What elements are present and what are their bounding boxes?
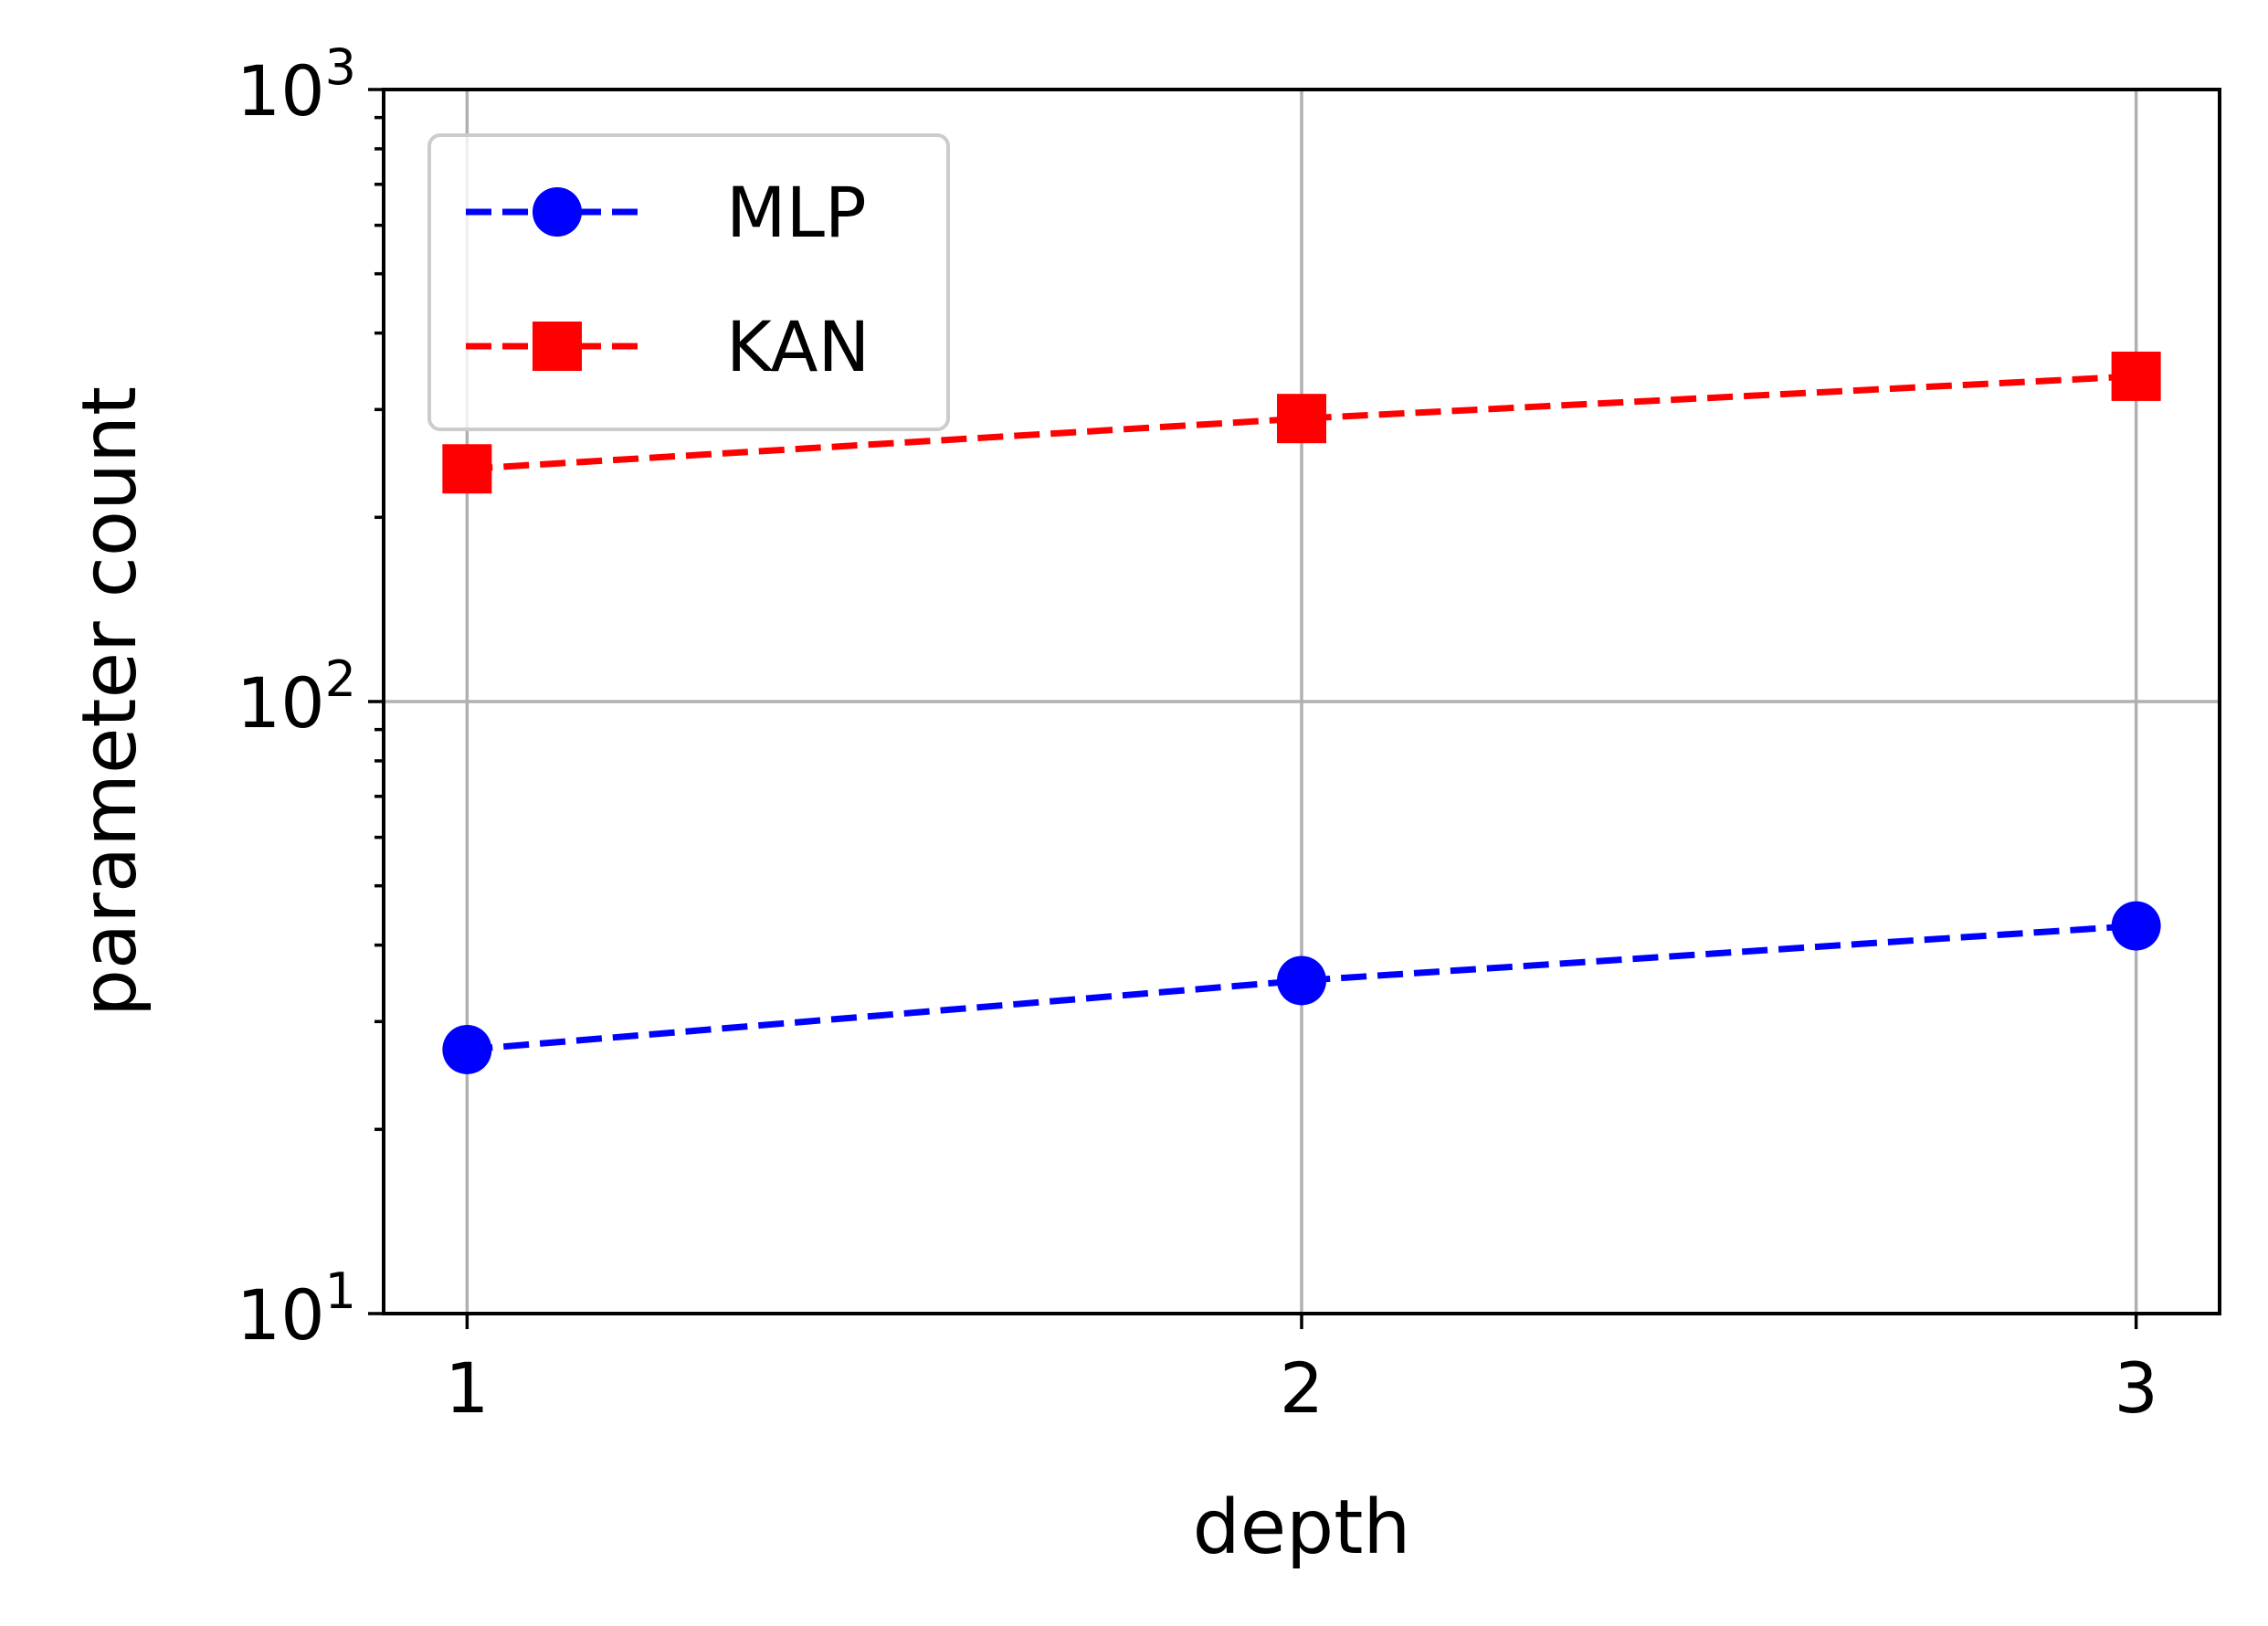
y-tick-label: 101 bbox=[237, 1262, 356, 1356]
mlp-legend-label: MLP bbox=[726, 172, 867, 253]
y-tick-label: 102 bbox=[237, 650, 356, 744]
x-tick-label: 1 bbox=[445, 1347, 489, 1429]
mlp-point bbox=[442, 1024, 492, 1074]
y-axis-label: parameter count bbox=[67, 386, 153, 1017]
legend: MLP KAN bbox=[427, 133, 950, 431]
kan-legend-label: KAN bbox=[726, 306, 870, 387]
kan-point bbox=[442, 444, 492, 494]
kan-point bbox=[1277, 394, 1326, 444]
x-tick-label: 3 bbox=[2114, 1347, 2157, 1429]
mlp-point bbox=[2111, 901, 2161, 951]
kan-series-line bbox=[467, 373, 2136, 472]
kan-legend-marker bbox=[533, 322, 582, 371]
legend-box bbox=[427, 133, 950, 431]
grid bbox=[384, 90, 2220, 1314]
mlp-legend-marker bbox=[533, 187, 582, 237]
series-layer bbox=[442, 351, 2161, 1074]
y-tick-label: 103 bbox=[237, 38, 356, 132]
axis-ticks: 1 2 3 101 102 103 bbox=[237, 38, 2158, 1429]
x-tick-label: 2 bbox=[1280, 1347, 1324, 1429]
mlp-series-line bbox=[467, 923, 2136, 1053]
kan-point bbox=[2111, 351, 2161, 401]
mlp-point bbox=[1277, 956, 1326, 1006]
x-axis-label: depth bbox=[1193, 1484, 1411, 1571]
